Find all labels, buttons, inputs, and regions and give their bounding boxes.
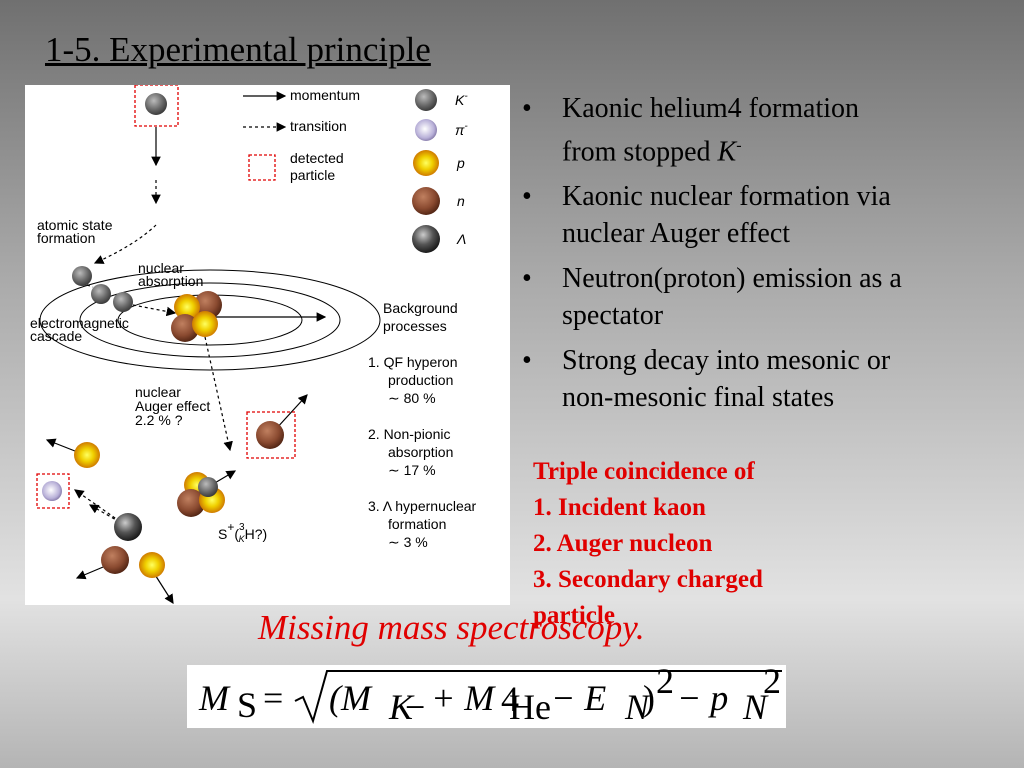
process-line: 2. Non-pionic xyxy=(368,426,451,442)
process-list: 1. QF hyperon production ∼ 80 % 2. Non-pion… xyxy=(368,354,477,550)
label: Background xyxy=(383,300,458,316)
formula-part: 2 xyxy=(763,665,781,701)
process-line: production xyxy=(388,372,453,388)
superscript: - xyxy=(736,137,742,154)
particle-label: Λ xyxy=(456,231,466,247)
slide-title: 1-5. Experimental principle xyxy=(45,30,431,69)
bullet-text: Kaonic helium4 formation from stopped xyxy=(562,93,860,168)
process-line: ∼ 3 % xyxy=(388,534,428,550)
state-part: ( xyxy=(234,526,239,542)
legend-label: detected xyxy=(290,150,344,166)
particle-label: π- xyxy=(455,121,468,138)
particles xyxy=(42,89,440,578)
bullet-text: Strong decay into mesonic or non-mesonic… xyxy=(562,345,891,414)
label: nuclear xyxy=(138,260,184,276)
symbol: K xyxy=(455,92,465,108)
formula-part: N xyxy=(624,687,651,727)
caption: Missing mass spectroscopy. xyxy=(258,608,645,647)
label: absorption xyxy=(138,273,203,289)
bullet: Neutron(proton) emission as a spectator xyxy=(522,260,902,334)
label: atomic state xyxy=(37,217,113,233)
radical xyxy=(294,670,782,725)
state-part: H?) xyxy=(245,526,268,542)
label: electromagnetic xyxy=(30,315,129,331)
symbol: π xyxy=(455,122,465,138)
note-line: 1. Incident kaon xyxy=(533,494,706,521)
bullet: Kaonic nuclear formation via nuclear Aug… xyxy=(522,178,902,252)
formula-part: − p xyxy=(677,678,728,718)
formula-part: K xyxy=(388,687,415,727)
formula-part: ) xyxy=(643,678,655,718)
label: Auger effect xyxy=(135,398,210,414)
state-part: + xyxy=(227,520,234,534)
process-line: 3. Λ hypernuclear xyxy=(368,498,477,514)
state-part: S xyxy=(218,526,227,542)
note-line: Triple coincidence of xyxy=(533,458,755,485)
process-line: 1. QF hyperon xyxy=(368,354,458,370)
particle-label: K- xyxy=(455,91,468,108)
note-line: 2. Auger nucleon xyxy=(533,530,713,557)
process-line: ∼ 17 % xyxy=(388,462,436,478)
label: nuclear xyxy=(135,384,181,400)
state-part: 3 xyxy=(239,522,245,533)
bullet-text: Neutron(proton) emission as a spectator xyxy=(562,263,902,332)
process-line: absorption xyxy=(388,444,453,460)
process-line: ∼ 80 % xyxy=(388,390,436,406)
formula-part: − xyxy=(405,687,425,727)
formula-part: 4 xyxy=(501,679,519,719)
label: formation xyxy=(37,230,95,246)
legend-label: momentum xyxy=(290,87,360,103)
coincidence-note: Triple coincidence of 1. Incident kaon 2… xyxy=(533,454,833,634)
symbol: K xyxy=(717,136,737,168)
label: processes xyxy=(383,318,447,334)
bullet-text: Kaonic nuclear formation via nuclear Aug… xyxy=(562,181,891,250)
bullet: Kaonic helium4 formation from stopped K- xyxy=(522,90,902,170)
detected-boxes xyxy=(36,85,296,509)
formula-part: − E xyxy=(551,678,606,718)
formula-part: He xyxy=(509,687,551,727)
formula-part: S xyxy=(237,685,257,725)
formula-part: M xyxy=(198,678,231,718)
formula: M S = (M K − + M 4 He − E N ) 2 − p N 2 xyxy=(187,665,786,728)
diagram-labels: atomic state formation nuclear absorptio… xyxy=(30,217,458,428)
superscript: - xyxy=(464,91,468,102)
diagram: momentum transition detected particle K-… xyxy=(25,85,510,605)
legend-label: particle xyxy=(290,167,335,183)
formula-part: 2 xyxy=(656,665,674,701)
state-label: S+(3 KH?) xyxy=(218,520,267,544)
legend-label: transition xyxy=(290,118,347,134)
superscript: - xyxy=(464,121,468,132)
formula-part: N xyxy=(742,687,769,727)
process-line: formation xyxy=(388,516,446,532)
arrows xyxy=(45,91,327,605)
particle-labels: K- π- p n Λ xyxy=(455,91,468,247)
state-part: K xyxy=(239,534,246,544)
note-line: 3. Secondary charged particle xyxy=(533,566,763,629)
bullet-list: Kaonic helium4 formation from stopped K-… xyxy=(522,90,902,424)
particle-label: n xyxy=(457,193,465,209)
label: 2.2 % ? xyxy=(135,412,183,428)
formula-part: (M xyxy=(329,678,373,718)
formula-part: = xyxy=(263,678,283,718)
particle-label: p xyxy=(456,155,465,171)
label: cascade xyxy=(30,328,82,344)
bullet: Strong decay into mesonic or non-mesonic… xyxy=(522,342,902,416)
formula-part: + M xyxy=(431,678,496,718)
